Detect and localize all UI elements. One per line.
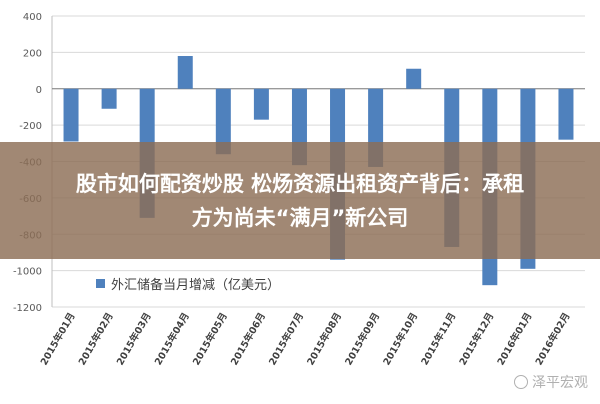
article-title-banner[interactable]: 股市如何配资炒股 松炀资源出租资产背后：承租 方为尚未“满月”新公司 xyxy=(0,142,600,259)
bar xyxy=(406,68,422,89)
x-tick-label: 2015年06月 xyxy=(228,311,268,368)
y-tick-label: 200 xyxy=(23,48,42,59)
x-tick-label: 2015年04月 xyxy=(152,311,192,368)
article-title[interactable]: 股市如何配资炒股 松炀资源出租资产背后：承租 方为尚未“满月”新公司 xyxy=(76,167,524,235)
y-tick-label: 0 xyxy=(36,85,42,96)
y-tick-label: 400 xyxy=(23,12,42,23)
x-tick-label: 2015年11月 xyxy=(419,311,459,368)
x-tick-label: 2015年10月 xyxy=(381,311,421,368)
x-tick-label: 2015年12月 xyxy=(457,310,497,367)
legend-label: 外汇储备当月增减（亿美元） xyxy=(111,277,280,293)
bar xyxy=(558,88,574,140)
x-tick-label: 2015年03月 xyxy=(114,311,154,368)
watermark-text: 泽平宏观 xyxy=(532,375,588,391)
y-tick-label: -1200 xyxy=(13,303,42,314)
x-tick-label: 2015年05月 xyxy=(190,311,230,368)
bar xyxy=(63,88,79,142)
article-title-line-1[interactable]: 股市如何配资炒股 松炀资源出租资产背后：承租 xyxy=(75,171,525,196)
bar xyxy=(177,56,193,89)
x-tick-label: 2016年01月 xyxy=(495,311,535,368)
bar xyxy=(101,88,117,109)
y-tick-label: -200 xyxy=(19,121,42,132)
x-tick-label: 2015年07月 xyxy=(266,311,306,368)
legend-swatch xyxy=(96,279,105,288)
y-tick-label: -1000 xyxy=(13,267,42,278)
bar xyxy=(215,88,231,155)
x-tick-label: 2015年02月 xyxy=(76,311,116,368)
wechat-icon xyxy=(514,375,528,389)
x-tick-label: 2015年01月 xyxy=(38,311,78,368)
x-tick-label: 2015年09月 xyxy=(342,311,382,368)
bar xyxy=(253,88,269,120)
x-tick-label: 2016年02月 xyxy=(533,311,573,368)
x-tick-label: 2015年08月 xyxy=(304,311,344,368)
article-title-line-2[interactable]: 方为尚未“满月”新公司 xyxy=(191,205,409,230)
watermark: 泽平宏观 xyxy=(514,372,588,392)
